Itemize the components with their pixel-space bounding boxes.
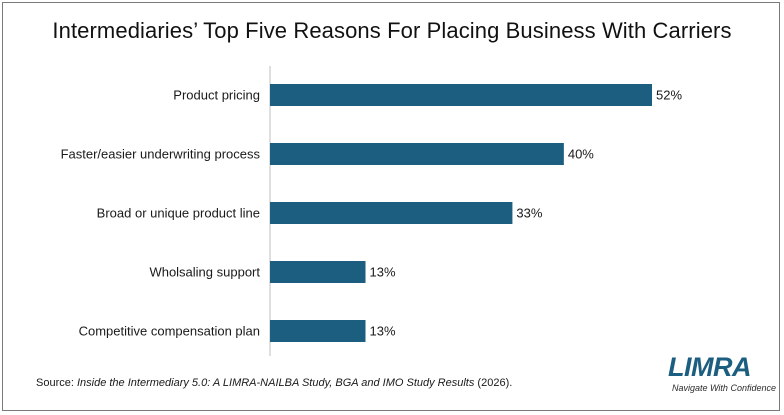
source-title: Inside the Intermediary 5.0: A LIMRA-NAI…	[76, 377, 475, 389]
category-label: Competitive compensation plan	[79, 324, 260, 339]
chart-title: Intermediaries’ Top Five Reasons For Pla…	[52, 18, 732, 43]
limra-logo: LIMRA Navigate With Confidence	[668, 352, 776, 402]
category-label: Faster/easier underwriting process	[61, 147, 261, 162]
chart-frame	[2, 2, 780, 411]
data-label: 33%	[516, 206, 542, 221]
category-label: Wholsaling support	[149, 265, 260, 280]
bar	[270, 84, 652, 106]
source-note: Source: Inside the Intermediary 5.0: A L…	[36, 377, 512, 389]
logo-wordmark: LIMRA	[668, 352, 751, 382]
bar	[270, 202, 513, 224]
data-label: 52%	[656, 88, 682, 103]
source-suffix: (2026).	[474, 377, 513, 389]
source-prefix: Source:	[36, 377, 77, 389]
bar	[270, 261, 366, 283]
category-label: Product pricing	[173, 88, 260, 103]
data-label: 40%	[568, 147, 594, 162]
data-label: 13%	[370, 265, 396, 280]
logo-tagline: Navigate With Confidence	[672, 383, 776, 393]
data-label: 13%	[370, 324, 396, 339]
category-label: Broad or unique product line	[97, 206, 260, 221]
bar	[270, 143, 564, 165]
bar	[270, 320, 366, 342]
